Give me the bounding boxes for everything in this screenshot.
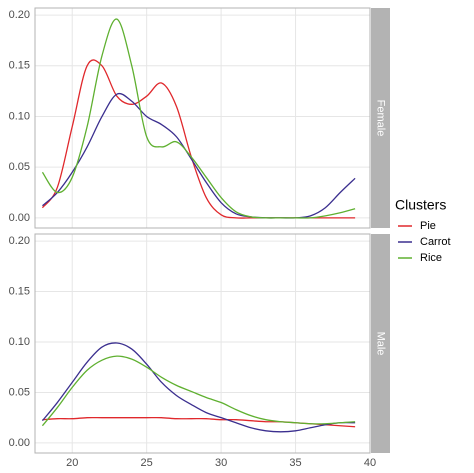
y-tick-label: 0.15 xyxy=(9,60,30,72)
density-line xyxy=(41,59,356,219)
x-tick-label: 35 xyxy=(289,457,301,469)
density-line xyxy=(41,342,356,433)
x-tick-label: 30 xyxy=(215,457,227,469)
density-line xyxy=(41,355,356,427)
density-line xyxy=(41,18,356,219)
facet-strip xyxy=(371,234,390,453)
y-tick-label: 0.20 xyxy=(9,9,30,21)
y-tick-label: 0.05 xyxy=(9,161,30,173)
legend-title: Clusters xyxy=(395,197,446,213)
panel-border xyxy=(34,7,371,229)
y-tick-label: 0.15 xyxy=(9,285,30,297)
y-tick-label: 0.20 xyxy=(9,235,30,247)
x-tick-label: 25 xyxy=(141,457,153,469)
x-tick-label: 40 xyxy=(364,457,376,469)
y-tick-label: 0.05 xyxy=(9,386,30,398)
y-tick-label: 0.10 xyxy=(9,336,30,348)
legend-label: Rice xyxy=(420,252,442,264)
y-tick-label: 0.00 xyxy=(9,437,30,449)
x-tick-label: 20 xyxy=(66,457,78,469)
facet-label: Female xyxy=(375,100,387,137)
panel-border xyxy=(34,233,371,454)
facet-strip xyxy=(371,8,390,228)
density-line xyxy=(42,416,356,428)
legend-label: Carrot xyxy=(420,236,451,248)
legend-label: Pie xyxy=(420,220,436,232)
y-tick-label: 0.00 xyxy=(9,212,30,224)
facet-label: Male xyxy=(375,332,387,356)
density-line xyxy=(42,92,356,219)
y-tick-label: 0.10 xyxy=(9,110,30,122)
